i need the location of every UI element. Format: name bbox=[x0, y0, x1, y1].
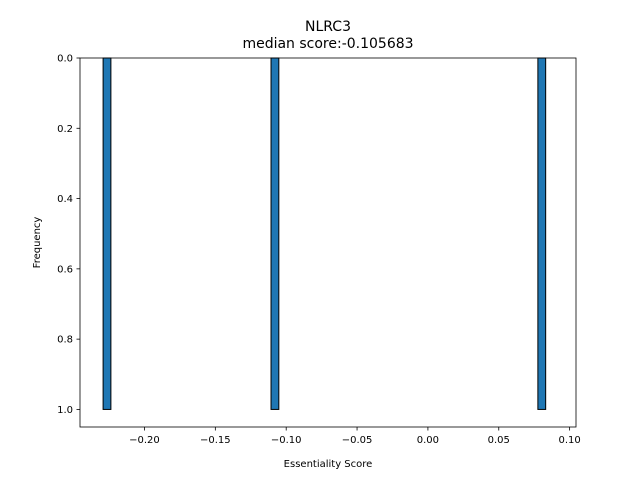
y-tick-label-3: 0.4 bbox=[57, 194, 73, 205]
y-axis-ticks: 0.0 0.2 0.4 0.6 0.8 1.0 bbox=[57, 54, 80, 416]
x-tick-label-1: −0.20 bbox=[129, 435, 160, 446]
y-tick-label-2: 0.2 bbox=[57, 124, 73, 135]
y-tick-label-6: 1.0 bbox=[57, 405, 73, 416]
x-tick-label-6: 0.05 bbox=[488, 435, 510, 446]
x-tick-label-5: 0.00 bbox=[417, 435, 439, 446]
histogram-bar-3 bbox=[537, 57, 547, 410]
chart-subtitle: median score:-0.105683 bbox=[242, 36, 413, 52]
x-tick-label-4: −0.05 bbox=[342, 435, 373, 446]
x-tick-label-3: −0.10 bbox=[271, 435, 302, 446]
x-tick-label-2: −0.15 bbox=[200, 435, 231, 446]
histogram-bar-2 bbox=[270, 57, 280, 410]
histogram-bar-1 bbox=[102, 57, 112, 410]
x-tick-label-7: 0.10 bbox=[558, 435, 580, 446]
bars-group bbox=[102, 57, 547, 410]
plot-frame bbox=[79, 57, 577, 428]
chart-title: NLRC3 bbox=[305, 19, 351, 35]
y-axis-label: Frequency bbox=[32, 217, 43, 269]
y-tick-label-4: 0.6 bbox=[57, 264, 73, 275]
x-axis-ticks: −0.20 −0.15 −0.10 −0.05 0.00 0.05 0.10 bbox=[129, 427, 581, 446]
y-tick-label-1: 0.0 bbox=[57, 54, 73, 65]
y-tick-label-5: 0.8 bbox=[57, 335, 73, 346]
x-axis-label: Essentiality Score bbox=[284, 459, 373, 470]
